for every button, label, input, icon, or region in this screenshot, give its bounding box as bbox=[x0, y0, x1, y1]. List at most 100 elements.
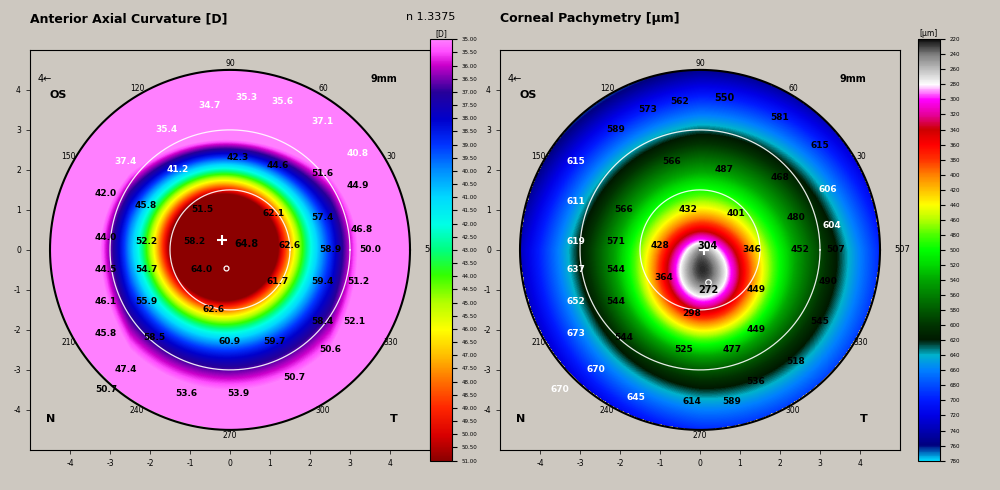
Text: 300: 300 bbox=[316, 407, 330, 416]
Text: 44.5: 44.5 bbox=[95, 266, 117, 274]
Text: 46.1: 46.1 bbox=[95, 297, 117, 306]
Text: 51.6: 51.6 bbox=[311, 170, 333, 178]
Title: [D]: [D] bbox=[435, 29, 447, 38]
Text: 589: 589 bbox=[607, 125, 625, 134]
Text: 120: 120 bbox=[600, 84, 614, 93]
Text: 60: 60 bbox=[788, 84, 798, 93]
Text: 62.6: 62.6 bbox=[203, 305, 225, 315]
Text: 50.0: 50.0 bbox=[424, 245, 442, 254]
Text: 41.2: 41.2 bbox=[167, 166, 189, 174]
Text: 53.6: 53.6 bbox=[175, 390, 197, 398]
Text: 50.7: 50.7 bbox=[95, 386, 117, 394]
Text: 544: 544 bbox=[606, 297, 626, 306]
Text: 330: 330 bbox=[854, 339, 868, 347]
Text: 54.7: 54.7 bbox=[135, 266, 157, 274]
Text: 46.8: 46.8 bbox=[351, 225, 373, 234]
Text: 150: 150 bbox=[532, 152, 546, 161]
Text: 545: 545 bbox=[811, 318, 829, 326]
Text: 604: 604 bbox=[823, 221, 841, 230]
Text: 55.9: 55.9 bbox=[135, 297, 157, 306]
Text: 364: 364 bbox=[655, 273, 673, 282]
Text: N: N bbox=[516, 414, 525, 424]
Text: 51.2: 51.2 bbox=[347, 277, 369, 286]
Text: 346: 346 bbox=[743, 245, 761, 254]
Text: 428: 428 bbox=[651, 242, 669, 250]
Text: 120: 120 bbox=[130, 84, 144, 93]
Text: 35.3: 35.3 bbox=[235, 94, 257, 102]
Text: 9mm: 9mm bbox=[840, 74, 867, 84]
Text: 210: 210 bbox=[532, 339, 546, 347]
Text: 468: 468 bbox=[771, 173, 789, 182]
Text: 150: 150 bbox=[62, 152, 76, 161]
Text: 611: 611 bbox=[567, 197, 585, 206]
Text: 518: 518 bbox=[787, 357, 805, 367]
Text: 52.1: 52.1 bbox=[343, 318, 365, 326]
Text: 90: 90 bbox=[225, 59, 235, 69]
Text: 9mm: 9mm bbox=[370, 74, 397, 84]
Text: 4←: 4← bbox=[508, 74, 522, 84]
Text: 589: 589 bbox=[723, 397, 741, 406]
Text: 58.5: 58.5 bbox=[143, 333, 165, 343]
Text: 45.8: 45.8 bbox=[135, 201, 157, 210]
Text: 637: 637 bbox=[567, 266, 585, 274]
Text: 507: 507 bbox=[827, 245, 845, 254]
Text: 619: 619 bbox=[567, 237, 585, 246]
Text: 30: 30 bbox=[856, 152, 866, 161]
Text: 304: 304 bbox=[698, 241, 718, 251]
Text: 58.9: 58.9 bbox=[319, 245, 341, 254]
Text: 401: 401 bbox=[727, 209, 745, 219]
Text: 64.0: 64.0 bbox=[191, 266, 213, 274]
Text: 487: 487 bbox=[714, 166, 734, 174]
Text: 615: 615 bbox=[811, 142, 829, 150]
Text: 40.8: 40.8 bbox=[347, 149, 369, 158]
Text: 42.0: 42.0 bbox=[95, 190, 117, 198]
Text: 30: 30 bbox=[386, 152, 396, 161]
Text: 270: 270 bbox=[693, 431, 707, 441]
Text: 34.7: 34.7 bbox=[199, 101, 221, 110]
Text: 544: 544 bbox=[606, 266, 626, 274]
Text: 507: 507 bbox=[894, 245, 910, 254]
Text: 566: 566 bbox=[663, 157, 681, 167]
Text: 673: 673 bbox=[567, 329, 585, 339]
Text: 330: 330 bbox=[384, 339, 398, 347]
Text: 62.6: 62.6 bbox=[279, 242, 301, 250]
Text: 37.4: 37.4 bbox=[115, 157, 137, 167]
Text: 210: 210 bbox=[62, 339, 76, 347]
Text: 45.8: 45.8 bbox=[95, 329, 117, 339]
Text: 37.1: 37.1 bbox=[311, 118, 333, 126]
Text: 52.2: 52.2 bbox=[135, 237, 157, 246]
Text: 270: 270 bbox=[223, 431, 237, 441]
Text: 573: 573 bbox=[639, 105, 657, 114]
Text: 50.6: 50.6 bbox=[319, 345, 341, 354]
Text: 59.4: 59.4 bbox=[311, 277, 333, 286]
Text: 645: 645 bbox=[627, 393, 645, 402]
Text: 432: 432 bbox=[679, 205, 697, 215]
Text: 670: 670 bbox=[551, 386, 569, 394]
Text: 53.9: 53.9 bbox=[227, 390, 249, 398]
Text: 61.7: 61.7 bbox=[267, 277, 289, 286]
Text: 550: 550 bbox=[714, 93, 734, 103]
Text: 90: 90 bbox=[695, 59, 705, 69]
Text: 42.3: 42.3 bbox=[227, 153, 249, 162]
Text: 544: 544 bbox=[614, 333, 634, 343]
Text: Corneal Pachymetry [μm]: Corneal Pachymetry [μm] bbox=[500, 12, 680, 25]
Text: T: T bbox=[390, 414, 398, 424]
Text: 47.4: 47.4 bbox=[115, 366, 137, 374]
Text: OS: OS bbox=[50, 90, 67, 100]
Text: 571: 571 bbox=[607, 237, 625, 246]
Text: 50.7: 50.7 bbox=[283, 373, 305, 382]
Text: N: N bbox=[46, 414, 55, 424]
Text: 35.6: 35.6 bbox=[271, 98, 293, 106]
Text: 536: 536 bbox=[747, 377, 765, 387]
Text: 652: 652 bbox=[567, 297, 585, 306]
Text: 615: 615 bbox=[567, 157, 585, 167]
Text: 606: 606 bbox=[819, 185, 837, 195]
Text: 51.5: 51.5 bbox=[191, 205, 213, 215]
Text: 581: 581 bbox=[771, 113, 789, 122]
Text: 449: 449 bbox=[746, 285, 766, 294]
Text: 525: 525 bbox=[675, 345, 693, 354]
Text: 614: 614 bbox=[683, 397, 701, 406]
Text: 64.8: 64.8 bbox=[234, 239, 258, 249]
Text: 449: 449 bbox=[746, 325, 766, 334]
Text: 44.0: 44.0 bbox=[95, 233, 117, 243]
